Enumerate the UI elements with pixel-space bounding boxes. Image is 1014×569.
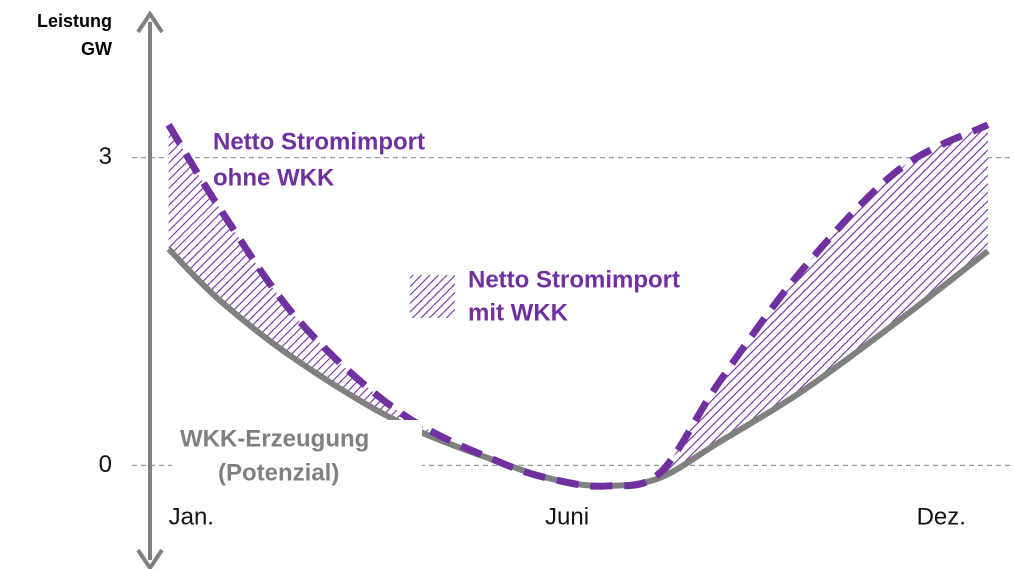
- x-tick-label: Juni: [545, 503, 589, 530]
- line-series: [165, 121, 990, 490]
- y-tick-label: 0: [99, 451, 112, 478]
- label-background: [172, 420, 422, 492]
- series-label: (Potenzial): [218, 459, 339, 486]
- y-axis-label: Leistung: [37, 11, 112, 31]
- legend-label: Netto Stromimport: [468, 266, 680, 293]
- y-tick-label: 3: [99, 143, 112, 170]
- x-tick-label: Dez.: [917, 503, 966, 530]
- legend-swatch: [410, 275, 455, 318]
- series-label: WKK-Erzeugung: [180, 425, 369, 452]
- series-label: Netto Stromimport: [213, 128, 425, 155]
- y-axis-label: GW: [81, 39, 112, 59]
- legend-label: mit WKK: [468, 299, 569, 326]
- x-tick-label: Jan.: [169, 503, 214, 530]
- series-label: ohne WKK: [213, 164, 335, 191]
- y-axis: [136, 10, 164, 569]
- line-series: [166, 246, 990, 490]
